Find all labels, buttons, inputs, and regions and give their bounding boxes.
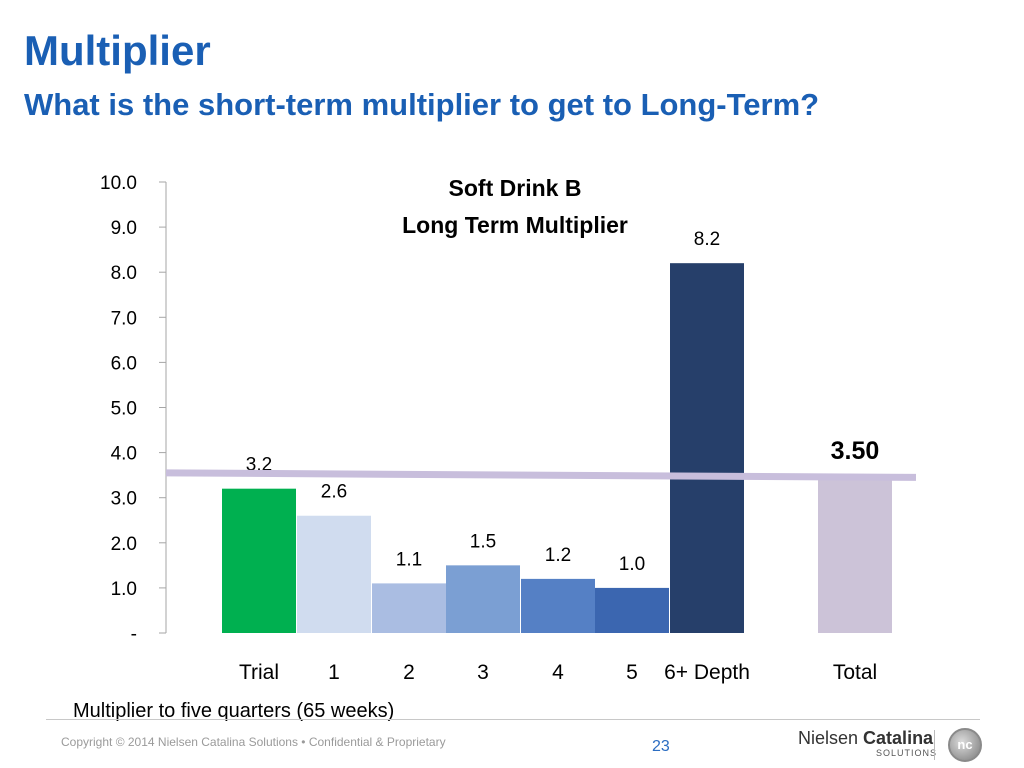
x-tick-label: 2	[403, 661, 415, 684]
reference-line	[165, 469, 917, 481]
y-tick-label: 7.0	[111, 308, 137, 329]
page-number: 23	[652, 738, 670, 755]
y-tick-label: 1.0	[111, 579, 137, 600]
x-tick-label: 3	[477, 661, 489, 684]
bar-1	[297, 515, 371, 633]
x-tick-label: 6+ Depth	[664, 661, 750, 684]
data-label: 2.6	[321, 482, 347, 503]
x-tick-label: Trial	[239, 661, 279, 684]
data-label: 1.1	[396, 549, 422, 570]
bar-chart: Soft Drink B Long Term Multiplier - 1.0 2.…	[100, 173, 917, 684]
logo-brand-nielsen: Nielsen	[798, 728, 859, 748]
y-axis: - 1.0 2.0 3.0 4.0 5.0 6.0 7.0 8.0 9.0 10.0	[100, 173, 167, 645]
y-tick-label: 4.0	[111, 444, 137, 465]
data-label: 1.0	[619, 554, 645, 575]
reference-line-group	[165, 469, 917, 481]
bar-2	[372, 583, 446, 633]
y-tick-label: 8.0	[111, 263, 137, 284]
x-axis-labels: Trial 1 2 3 4 5 6+ Depth Total	[239, 661, 877, 684]
y-tick-label: 5.0	[111, 399, 137, 420]
data-label: 1.5	[470, 531, 496, 552]
x-tick-label: 5	[626, 661, 638, 684]
bar-3	[446, 565, 520, 633]
logo-brand: Nielsen Catalina	[798, 728, 933, 749]
x-tick-label: 4	[552, 661, 564, 684]
logo-subtitle: SOLUTIONS	[876, 748, 938, 758]
page-title: Multiplier	[24, 27, 211, 74]
y-tick-label: 3.0	[111, 489, 137, 510]
y-tick-label: -	[131, 624, 137, 645]
copyright-text: Copyright © 2014 Nielsen Catalina Soluti…	[61, 735, 446, 749]
chart-subtitle: Long Term Multiplier	[402, 212, 628, 238]
data-labels: 3.22.61.11.51.2 1.08.23.50	[246, 229, 880, 575]
y-tick-label: 2.0	[111, 534, 137, 555]
bar-6-depth	[670, 263, 744, 633]
x-tick-label: 1	[328, 661, 340, 684]
chart-title: Soft Drink B	[449, 175, 582, 201]
bar-trial	[222, 488, 296, 633]
y-tick-label: 9.0	[111, 218, 137, 239]
data-label: 1.2	[545, 545, 571, 566]
bar-total	[818, 475, 892, 633]
nc-logo-icon: nc	[948, 728, 982, 762]
data-label: 8.2	[694, 229, 720, 250]
y-tick-label: 6.0	[111, 353, 137, 374]
bars	[222, 263, 892, 633]
page-subtitle: What is the short-term multiplier to get…	[24, 87, 820, 122]
data-label: 3.50	[831, 437, 880, 465]
x-tick-label: Total	[833, 661, 877, 684]
footnote: Multiplier to five quarters (65 weeks)	[73, 700, 395, 722]
bar-4	[521, 578, 595, 633]
y-tick-label: 10.0	[100, 173, 137, 194]
logo-divider	[934, 730, 935, 760]
bar-5	[595, 587, 669, 633]
footer-divider	[46, 719, 980, 720]
logo-brand-catalina: Catalina	[863, 728, 934, 748]
